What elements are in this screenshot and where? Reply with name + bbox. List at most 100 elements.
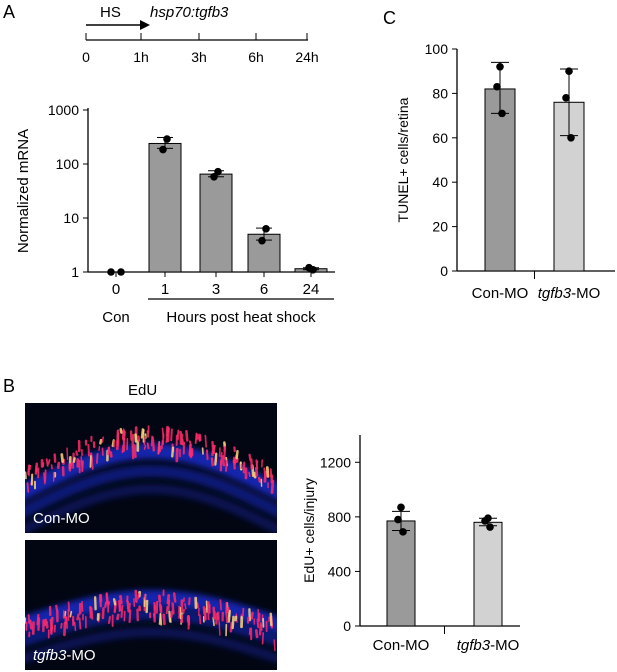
edu-streak — [170, 610, 174, 618]
panel-label-b: B — [3, 376, 15, 396]
edu-streak — [185, 430, 189, 442]
edu-streak — [172, 592, 177, 603]
b-data-point — [394, 515, 402, 524]
edu-streak — [231, 615, 235, 630]
edu-streak — [157, 442, 161, 455]
edu-streak — [96, 453, 99, 464]
edu-streak — [214, 452, 218, 466]
c-y-tick-label: 20 — [432, 219, 448, 235]
panel-label-c: C — [383, 8, 396, 28]
b-data-point — [486, 523, 494, 531]
microscopy-con-mo: Con-MO — [25, 403, 277, 533]
edu-streak — [168, 610, 172, 623]
edu-streak — [226, 606, 230, 614]
edu-streak — [109, 451, 113, 458]
a-group-label-hours: Hours post heat shock — [166, 309, 316, 326]
edu-streak — [242, 461, 246, 474]
edu-streak — [205, 449, 209, 461]
edu-streak — [204, 434, 207, 448]
a-data-point — [107, 268, 115, 276]
edu-streak — [166, 594, 171, 605]
edu-signal — [25, 589, 276, 652]
b-y-axis-label: EdU+ cells/injury — [301, 478, 317, 583]
edu-streak — [119, 427, 123, 434]
edu-streak — [253, 471, 257, 479]
edu-streak — [43, 618, 48, 627]
edu-streak — [107, 446, 110, 456]
microscopy-label-con-mo: Con-MO — [33, 510, 90, 527]
edu-streak — [60, 453, 64, 464]
a-y-tick-label: 1 — [71, 264, 79, 280]
edu-streak — [87, 444, 90, 457]
edu-streak — [261, 632, 265, 645]
b-data-point — [481, 517, 489, 525]
b-y-tick-label: 800 — [328, 509, 352, 525]
b-data-point — [399, 528, 407, 536]
a-y-tick-label: 10 — [63, 210, 79, 226]
edu-streak — [104, 601, 108, 608]
nuclear-layer — [25, 590, 277, 633]
edu-streak — [248, 471, 251, 478]
edu-streak — [161, 440, 164, 450]
edu-streak — [127, 602, 131, 613]
edu-streak — [211, 440, 215, 454]
a-data-point — [262, 225, 270, 233]
edu-streak — [69, 461, 73, 468]
edu-streak — [53, 453, 57, 463]
edu-streak — [175, 447, 179, 463]
timeline-label-1h: 1h — [133, 49, 149, 65]
edu-streak — [27, 464, 31, 476]
edu-streak — [188, 440, 192, 446]
edu-streak — [26, 482, 30, 493]
edu-streak — [212, 616, 215, 627]
edu-streak — [165, 605, 169, 615]
microscopy-label-italic: tgfb3 — [33, 647, 67, 664]
c-data-point — [496, 62, 504, 71]
edu-streak — [107, 616, 111, 624]
a-y-tick-label: 100 — [56, 156, 80, 172]
edu-streak — [60, 622, 63, 629]
edu-streak — [116, 613, 120, 621]
c-data-point — [562, 94, 570, 102]
edu-streak — [120, 604, 124, 618]
edu-streak — [254, 629, 259, 639]
chart-a: 1 10 100 1000 Normalized mRNA 0 1 3 6 24 Con Hours … — [15, 102, 335, 326]
edu-streak — [171, 446, 175, 458]
b-y-tick-label: 0 — [343, 618, 351, 634]
edu-streak — [250, 611, 254, 620]
edu-streak — [151, 436, 155, 443]
c-y-tick-label: 40 — [432, 174, 448, 190]
edu-streak — [99, 438, 103, 445]
edu-streak — [119, 594, 123, 605]
edu-streak — [188, 597, 191, 606]
b-y-tick-label: 400 — [328, 563, 352, 579]
edu-streak — [161, 427, 165, 438]
c-y-tick-label: 100 — [425, 41, 449, 57]
edu-streak — [235, 449, 239, 460]
edu-streak — [171, 602, 175, 615]
edu-streak — [80, 456, 83, 468]
edu-streak — [112, 598, 117, 606]
b-x-tick-label: Con-MO — [373, 637, 430, 654]
edu-streak — [89, 610, 93, 619]
nuclear-layer — [25, 484, 277, 533]
timeline-label-6h: 6h — [248, 49, 264, 65]
edu-streak — [176, 429, 180, 441]
a-y-tick-label: 1000 — [48, 102, 79, 118]
a-group-label-con: Con — [102, 309, 130, 326]
edu-streak — [152, 441, 155, 452]
timeline: HS hsp70:tgfb3 0 1h 3h 6h 24h — [82, 4, 319, 65]
a-bar — [148, 142, 182, 273]
chart-c: 0 20 40 60 80 100 TUNEL+ cells/retina Con-MO tgf… — [395, 41, 615, 302]
edu-image-title: EdU — [128, 382, 158, 399]
edu-streak — [166, 427, 170, 443]
c-bar — [484, 88, 516, 272]
hs-arrow-head — [140, 20, 150, 30]
c-y-tick-label: 0 — [440, 263, 448, 279]
edu-streak — [256, 618, 260, 629]
b-data-point — [397, 503, 405, 512]
edu-streak — [270, 479, 275, 494]
a-data-point — [214, 167, 222, 176]
edu-streak — [81, 600, 84, 612]
a-data-point — [163, 135, 171, 143]
